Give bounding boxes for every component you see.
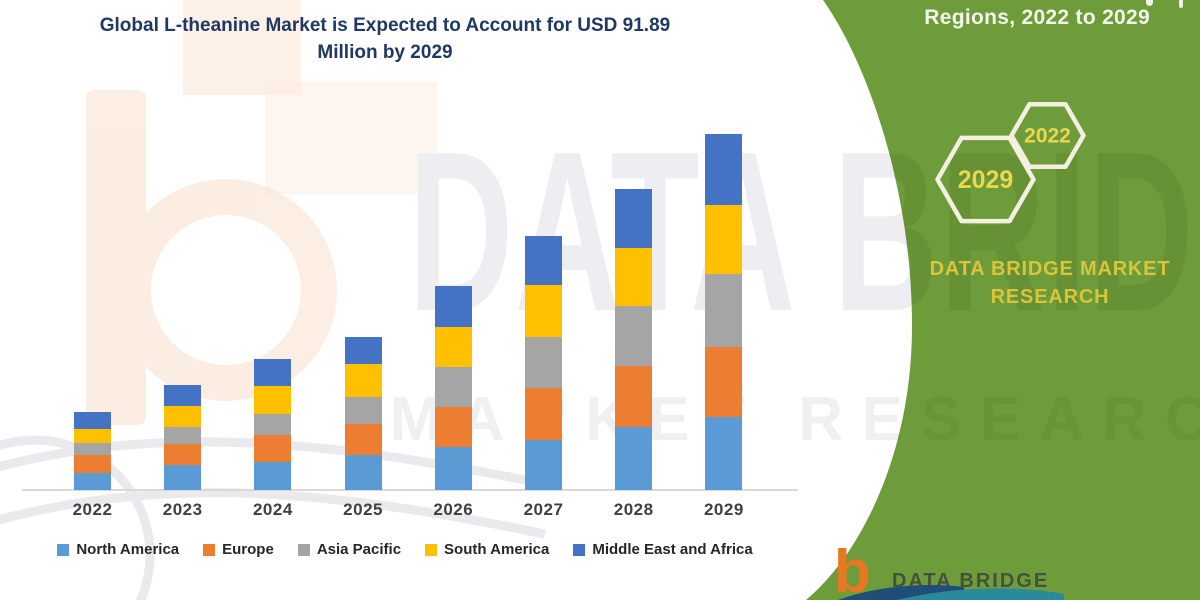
bar-segment-2026-asia-pacific [434, 367, 472, 408]
bar-segment-2024-north-america [254, 462, 292, 490]
bar-segment-2022-asia-pacific [74, 443, 111, 456]
bar-segment-2023-middle-east-and-africa [164, 385, 202, 407]
legend-item-middle-east-and-africa: Middle East and Africa [573, 541, 753, 558]
legend-label-europe: Europe [222, 541, 274, 558]
bar-segment-2027-europe [525, 388, 562, 440]
x-tick-2024: 2024 [252, 500, 293, 519]
x-tick-2029: 2029 [703, 500, 744, 519]
chart-title-line2: Million by 2029 [317, 42, 453, 63]
bar-segment-2025-north-america [344, 455, 382, 490]
clipped-text-fragment [1179, 0, 1183, 8]
datab-logo-watermark [86, 90, 337, 425]
bar-segment-2028-north-america [615, 427, 653, 490]
bar-segment-2028-middle-east-and-africa [615, 189, 653, 249]
bar-segment-2023-europe [164, 444, 202, 466]
x-tick-2022: 2022 [72, 500, 113, 519]
legend-swatch-asia-pacific [297, 543, 310, 556]
bar-segment-2025-middle-east-and-africa [344, 336, 382, 364]
hexagon-2029 [935, 135, 1036, 224]
x-tick-2023: 2023 [162, 500, 203, 519]
svg-text:MARKET RESEARCH: MARKET RESEARCH [390, 385, 1200, 454]
chart-legend: North America Europe Asia Pacific South Ame… [10, 541, 800, 558]
bar-segment-2024-middle-east-and-africa [254, 358, 292, 387]
bar-segment-2025-europe [344, 424, 382, 456]
bar-segment-2022-middle-east-and-africa [74, 412, 111, 430]
x-tick-2026: 2026 [433, 500, 474, 519]
legend-label-middle-east-and-africa: Middle East and Africa [592, 541, 753, 558]
panel-heading: Regions, 2022 to 2029 [924, 6, 1150, 29]
hexagon-2022 [1009, 102, 1086, 169]
bar-segment-2028-south-america [615, 248, 653, 307]
legend-label-south-america: South America [444, 541, 550, 558]
bar-segment-2029-south-america [705, 204, 743, 275]
bar-segment-2023-north-america [164, 465, 202, 490]
x-tick-2028: 2028 [613, 500, 654, 519]
bar-segment-2024-south-america [254, 386, 292, 414]
bar-segment-2025-south-america [344, 363, 382, 397]
bar-segment-2022-europe [74, 455, 111, 473]
legend-label-north-america: North America [76, 541, 180, 558]
bar-segment-2029-north-america [705, 417, 743, 490]
legend-swatch-europe [203, 543, 216, 556]
bar-segment-2029-middle-east-and-africa [705, 134, 743, 205]
legend-item-europe: Europe [203, 541, 274, 558]
legend-swatch-north-america [57, 543, 70, 556]
bar-segment-2024-asia-pacific [254, 414, 292, 435]
bar-segment-2029-asia-pacific [705, 274, 743, 348]
bar-segment-2024-europe [254, 434, 292, 463]
year-hexagons: 2022 2029 [935, 102, 1086, 224]
databridge-b-icon: b [834, 538, 871, 600]
bar-segment-2027-middle-east-and-africa [525, 236, 562, 286]
hexagon-2029-label: 2029 [958, 166, 1014, 194]
bar-segment-2022-south-america [74, 429, 111, 444]
green-panel-shape [806, 0, 1200, 600]
bar-segment-2027-south-america [525, 285, 562, 338]
legend-item-north-america: North America [57, 541, 179, 558]
bar-segment-2028-europe [615, 366, 653, 428]
panel-brand-text: DATA BRIDGE MARKET RESEARCH [929, 258, 1171, 308]
x-tick-2025: 2025 [343, 500, 383, 519]
chart-title-line1: Global L-theanine Market is Expected to … [99, 15, 671, 36]
chart-title: Global L-theanine Market is Expected to … [30, 12, 740, 66]
bar-segment-2023-asia-pacific [164, 427, 202, 445]
bar-segment-2026-europe [434, 407, 472, 447]
legend-swatch-middle-east-and-africa [573, 543, 586, 556]
x-axis-line [22, 489, 798, 491]
legend-item-south-america: South America [425, 541, 549, 558]
bar-segment-2022-north-america [74, 472, 111, 490]
footer-logo: b DATA BRIDGE [820, 540, 1200, 600]
bar-segment-2026-middle-east-and-africa [434, 286, 472, 328]
bar-segment-2027-north-america [525, 439, 562, 490]
legend-label-asia-pacific: Asia Pacific [316, 541, 402, 558]
peach-band-watermark-2 [265, 82, 437, 194]
legend-swatch-south-america [425, 543, 438, 556]
hexagon-2022-label: 2022 [1024, 125, 1071, 148]
bar-segment-2026-north-america [434, 446, 472, 490]
x-tick-2027: 2027 [523, 500, 564, 519]
bar-segment-2028-asia-pacific [615, 306, 653, 367]
bar-segment-2027-asia-pacific [525, 337, 562, 389]
clipped-text-fragment [1146, 0, 1153, 6]
bar-segment-2029-europe [705, 347, 743, 418]
legend-item-asia-pacific: Asia Pacific [297, 541, 402, 558]
bar-segment-2026-south-america [434, 327, 472, 368]
peach-band-watermark [183, 0, 301, 95]
bar-segment-2023-south-america [164, 406, 202, 428]
bar-segment-2025-asia-pacific [344, 396, 382, 425]
footer-swoosh-icon [838, 584, 1064, 600]
